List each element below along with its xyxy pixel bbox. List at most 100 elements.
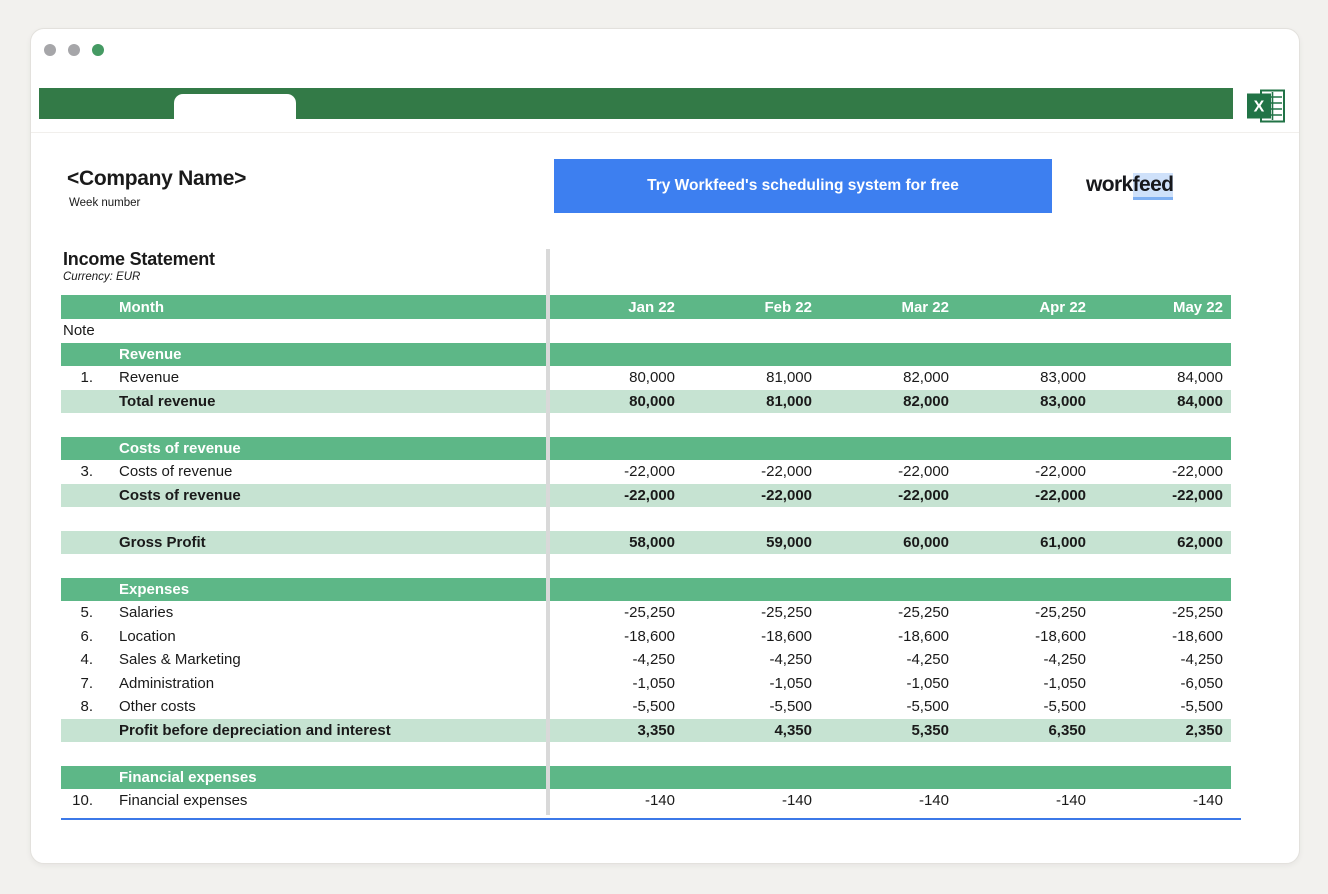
table-row-section[interactable]: Expenses — [61, 577, 1231, 601]
section-label: Financial expenses — [119, 768, 257, 786]
value-cell[interactable]: 83,000 — [1040, 392, 1086, 410]
value-cell[interactable]: 5,350 — [911, 721, 949, 739]
table-row-total[interactable]: Gross Profit 58,000 59,000 60,000 61,000 62,0… — [61, 530, 1231, 554]
value-cell[interactable]: -1,050 — [632, 674, 675, 692]
table-row-item[interactable]: 7. Administration -1,050 -1,050 -1,050 -1,050… — [61, 672, 1231, 696]
month-header-cell[interactable]: Mar 22 — [901, 298, 949, 316]
table-row-total[interactable]: Profit before depreciation and interest 3… — [61, 718, 1231, 742]
value-cell[interactable]: -18,600 — [624, 627, 675, 645]
month-header-cell[interactable]: May 22 — [1172, 298, 1223, 316]
value-cell[interactable]: -22,000 — [1172, 486, 1223, 504]
value-cell[interactable]: -22,000 — [761, 486, 812, 504]
value-cell[interactable]: 84,000 — [1177, 369, 1223, 387]
value-cell[interactable]: 6,350 — [1048, 721, 1086, 739]
value-cell[interactable]: -22,000 — [624, 463, 675, 481]
value-cell[interactable]: 60,000 — [903, 533, 949, 551]
table-row-item[interactable]: 10. Financial expenses -140 -140 -140 -140 -14… — [61, 789, 1231, 813]
value-cell[interactable]: 83,000 — [1040, 369, 1086, 387]
value-cell[interactable]: 4,350 — [774, 721, 812, 739]
value-cell[interactable]: -5,500 — [1043, 698, 1086, 716]
value-cell[interactable]: -18,600 — [761, 627, 812, 645]
value-cell[interactable]: -5,500 — [906, 698, 949, 716]
value-cell[interactable]: -25,250 — [1172, 604, 1223, 622]
row-label: Sales & Marketing — [119, 651, 241, 669]
excel-icon[interactable]: X — [1246, 89, 1286, 123]
currency-label: Currency: EUR — [63, 271, 141, 283]
value-cell[interactable]: 3,350 — [637, 721, 675, 739]
table-row-total[interactable]: Costs of revenue -22,000 -22,000 -22,000 -22… — [61, 483, 1231, 507]
table-row-total[interactable]: Total revenue 80,000 81,000 82,000 83,000 84,… — [61, 389, 1231, 413]
value-cell[interactable]: -25,250 — [624, 604, 675, 622]
window-control-dot-active[interactable] — [92, 44, 104, 56]
value-cell[interactable]: 80,000 — [629, 392, 675, 410]
value-cell[interactable]: -22,000 — [898, 463, 949, 481]
value-cell[interactable]: -4,250 — [1180, 651, 1223, 669]
row-label: Other costs — [119, 698, 196, 716]
value-cell[interactable]: -1,050 — [906, 674, 949, 692]
window-control-dot[interactable] — [44, 44, 56, 56]
value-cell[interactable]: -5,500 — [632, 698, 675, 716]
month-header-cell[interactable]: Feb 22 — [764, 298, 812, 316]
table-row-note[interactable]: Note — [61, 319, 1231, 343]
table-row-item[interactable]: 6. Location -18,600 -18,600 -18,600 -18,600 -1… — [61, 625, 1231, 649]
value-cell[interactable]: -25,250 — [761, 604, 812, 622]
value-cell[interactable]: 81,000 — [766, 392, 812, 410]
value-cell[interactable]: -4,250 — [1043, 651, 1086, 669]
value-cell[interactable]: -25,250 — [898, 604, 949, 622]
section-label: Costs of revenue — [119, 439, 241, 457]
value-cell[interactable]: -22,000 — [761, 463, 812, 481]
table-row-section[interactable]: Costs of revenue — [61, 436, 1231, 460]
value-cell[interactable]: -4,250 — [769, 651, 812, 669]
table-row-item[interactable]: 5. Salaries -25,250 -25,250 -25,250 -25,250 -2… — [61, 601, 1231, 625]
value-cell[interactable]: -6,050 — [1180, 674, 1223, 692]
value-cell[interactable]: 61,000 — [1040, 533, 1086, 551]
table-row-item[interactable]: 3. Costs of revenue -22,000 -22,000 -22,000 -… — [61, 460, 1231, 484]
note-label: Note — [63, 322, 95, 340]
month-header-cell[interactable]: Jan 22 — [628, 298, 675, 316]
month-header-cell[interactable]: Apr 22 — [1039, 298, 1086, 316]
value-cell[interactable]: -140 — [644, 792, 675, 810]
value-cell[interactable]: -22,000 — [1172, 463, 1223, 481]
row-label: Financial expenses — [119, 792, 248, 810]
table-row-item[interactable]: 4. Sales & Marketing -4,250 -4,250 -4,250 -4,… — [61, 648, 1231, 672]
value-cell[interactable]: -5,500 — [769, 698, 812, 716]
value-cell[interactable]: -18,600 — [898, 627, 949, 645]
row-label: Total revenue — [119, 392, 216, 410]
value-cell[interactable]: 80,000 — [629, 369, 675, 387]
table-row-section[interactable]: Financial expenses — [61, 765, 1231, 789]
value-cell[interactable]: -22,000 — [624, 486, 675, 504]
value-cell[interactable]: -140 — [918, 792, 949, 810]
freeze-pane-divider[interactable] — [546, 249, 550, 815]
value-cell[interactable]: 84,000 — [1177, 392, 1223, 410]
value-cell[interactable]: -5,500 — [1180, 698, 1223, 716]
value-cell[interactable]: -25,250 — [1035, 604, 1086, 622]
browser-tab[interactable] — [174, 94, 296, 119]
table-header-row[interactable]: Month Jan 22 Feb 22 Mar 22 Apr 22 May 22 — [61, 295, 1231, 319]
value-cell[interactable]: -140 — [781, 792, 812, 810]
value-cell[interactable]: 59,000 — [766, 533, 812, 551]
table-row-item[interactable]: 8. Other costs -5,500 -5,500 -5,500 -5,500 -5,… — [61, 695, 1231, 719]
table-row-item[interactable]: 1. Revenue 80,000 81,000 82,000 83,000 84,000 — [61, 366, 1231, 390]
logo-text-work: work — [1086, 173, 1133, 196]
value-cell[interactable]: -18,600 — [1172, 627, 1223, 645]
value-cell[interactable]: -22,000 — [1035, 463, 1086, 481]
value-cell[interactable]: -1,050 — [1043, 674, 1086, 692]
value-cell[interactable]: 82,000 — [903, 392, 949, 410]
value-cell[interactable]: -22,000 — [898, 486, 949, 504]
value-cell[interactable]: -1,050 — [769, 674, 812, 692]
value-cell[interactable]: 2,350 — [1185, 721, 1223, 739]
value-cell[interactable]: -4,250 — [906, 651, 949, 669]
value-cell[interactable]: 62,000 — [1177, 533, 1223, 551]
value-cell[interactable]: 81,000 — [766, 369, 812, 387]
window-control-dot[interactable] — [68, 44, 80, 56]
cta-button[interactable]: Try Workfeed's scheduling system for fre… — [554, 159, 1052, 213]
value-cell[interactable]: 82,000 — [903, 369, 949, 387]
value-cell[interactable]: -22,000 — [1035, 486, 1086, 504]
value-cell[interactable]: -4,250 — [632, 651, 675, 669]
value-cell[interactable]: -140 — [1055, 792, 1086, 810]
value-cell[interactable]: -140 — [1192, 792, 1223, 810]
table-row-section[interactable]: Revenue — [61, 342, 1231, 366]
value-cell[interactable]: 58,000 — [629, 533, 675, 551]
value-cell[interactable]: -18,600 — [1035, 627, 1086, 645]
workfeed-logo[interactable]: workfeed — [1086, 173, 1174, 200]
